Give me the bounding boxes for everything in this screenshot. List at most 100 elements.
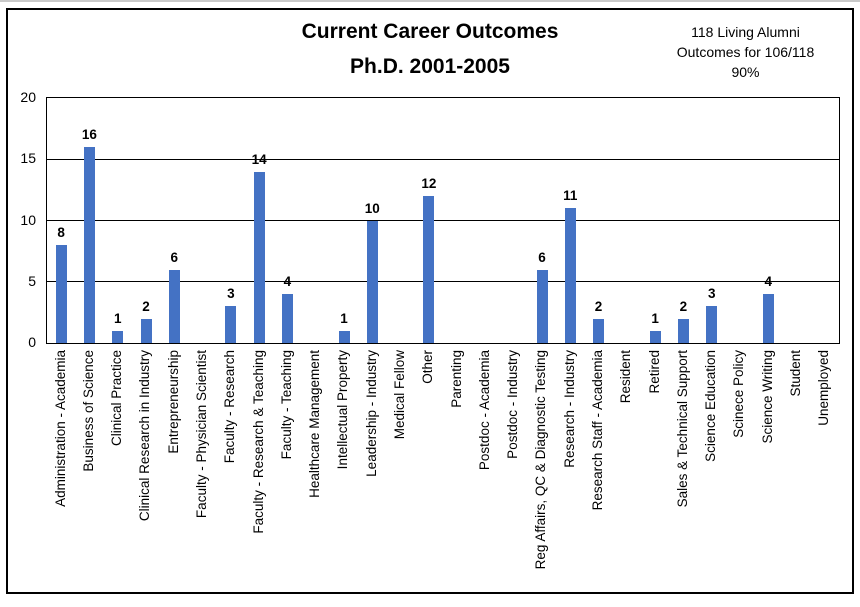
bar-value-label: 1: [113, 310, 122, 326]
x-axis-category-label-text: Scinece Policy: [731, 350, 747, 438]
alumni-annotation: 118 Living Alumni Outcomes for 106/118 9…: [643, 22, 848, 82]
gridline: [47, 158, 839, 160]
bar: [536, 269, 548, 343]
bar: [677, 318, 689, 343]
x-axis-category-label-text: Unemployed: [816, 350, 832, 426]
bar: [706, 306, 718, 343]
x-axis-category-label-text: Faculty - Physician Scientist: [194, 350, 210, 519]
chart-title-line1: Current Career Outcomes: [301, 20, 559, 43]
x-axis-category-label: Faculty - Physician Scientist: [187, 350, 215, 594]
x-axis-category-label-text: Postdoc - Industry: [505, 350, 521, 459]
y-axis-tick-label: 20: [20, 89, 36, 105]
x-axis-category-label-text: Sales & Technical Support: [674, 350, 690, 508]
x-axis-category-label: Clinical Research in Industry: [131, 350, 159, 594]
x-axis-category-label: Research - Industry: [555, 350, 583, 594]
x-axis-category-label-text: Reg Affairs, QC & Diagnostic Testing: [533, 350, 549, 570]
x-axis-category-label: Scinece Policy: [725, 350, 753, 594]
x-axis-category-label: Healthcare Management: [301, 350, 329, 594]
bar: [564, 208, 576, 343]
bar: [593, 318, 605, 343]
x-axis-category-label: Postdoc - Academia: [470, 350, 498, 594]
x-axis-category-label-text: Entrepreneurship: [165, 350, 181, 454]
bar-value-label: 16: [81, 127, 97, 142]
x-axis-category-label: Resident: [612, 350, 640, 594]
x-axis-category-label: Faculty - Research & Teaching: [244, 350, 272, 594]
bar-value-label: 2: [142, 298, 150, 314]
bar-value-label: 3: [227, 286, 235, 302]
annotation-line1: 118 Living Alumni: [691, 24, 800, 40]
x-axis-category-label-text: Resident: [618, 350, 634, 404]
bar-value-label: 1: [340, 310, 348, 326]
chart-border-frame: [6, 8, 854, 594]
x-axis-category-label: Science Education: [697, 350, 725, 594]
y-axis-tick-label: 0: [28, 334, 36, 350]
x-axis-category-label-text: Other: [420, 350, 436, 384]
bar-value-label: 12: [421, 176, 437, 191]
bar: [83, 147, 95, 343]
chart-title: Current Career Outcomes Ph.D. 2001-2005: [0, 14, 860, 84]
bar-value-label: 2: [679, 298, 688, 314]
bar: [366, 220, 378, 343]
bar-value-label: 1: [651, 310, 659, 326]
x-axis-category-label: Faculty - Research: [216, 350, 244, 594]
x-axis-category-label: Science Writing: [753, 350, 781, 594]
bar: [338, 330, 350, 343]
x-axis-category-label: Faculty - Teaching: [272, 350, 300, 594]
x-axis-category-label-text: Faculty - Research & Teaching: [250, 350, 266, 534]
x-axis-category-label: Clinical Practice: [103, 350, 131, 594]
x-axis-category-label: Postdoc - Industry: [499, 350, 527, 594]
gridline: [47, 220, 839, 221]
x-axis-category-label-text: Research Staff - Academia: [590, 350, 606, 511]
bar: [168, 269, 180, 343]
bar-value-label: 4: [764, 274, 773, 289]
bar-value-label: 6: [538, 249, 546, 265]
x-axis-category-label: Medical Fellow: [385, 350, 413, 594]
bar: [762, 294, 774, 343]
chart-title-line2: Ph.D. 2001-2005: [350, 55, 510, 78]
x-axis-category-label-text: Leadership - Industry: [363, 350, 379, 477]
x-axis-category-label: Research Staff - Academia: [583, 350, 611, 594]
bar: [649, 330, 661, 343]
x-axis-category-label: Parenting: [442, 350, 470, 594]
plot-area: 8 16 1 2 6 3 14 4 1 10 12 6 11 2 1 2 3 4: [46, 97, 840, 344]
x-axis-category-label: Business of Science: [74, 350, 102, 594]
x-axis-category-label: Entrepreneurship: [159, 350, 187, 594]
x-axis-category-label: Retired: [640, 350, 668, 594]
bar-value-label: 14: [251, 151, 267, 167]
x-axis-category-label: Leadership - Industry: [357, 350, 385, 594]
x-axis-category-label-text: Research - Industry: [561, 350, 577, 468]
y-axis-tick-label: 15: [20, 150, 36, 167]
x-axis-category-label: Administration - Academia: [46, 350, 74, 594]
x-axis-category-label-text: Administration - Academia: [52, 350, 68, 507]
gridline: [47, 281, 839, 283]
bar: [55, 245, 67, 343]
x-axis-category-label-text: Science Education: [703, 350, 719, 462]
x-axis-category-label-text: Clinical Research in Industry: [137, 350, 153, 522]
annotation-line2: Outcomes for 106/118: [676, 44, 815, 60]
bar-value-label: 10: [364, 200, 380, 216]
x-axis-category-label: Student: [781, 350, 809, 594]
bar-value-label: 3: [707, 286, 716, 302]
x-axis-category-label-text: Business of Science: [80, 350, 96, 472]
x-axis-category-label-text: Science Writing: [759, 350, 775, 444]
y-axis-tick-label: 5: [28, 272, 36, 289]
bar: [253, 171, 265, 343]
x-axis-category-label-text: Parenting: [448, 350, 464, 408]
x-axis-category-label-text: Student: [788, 350, 804, 397]
x-axis-category-label: Other: [414, 350, 442, 594]
x-axis-category-label-text: Faculty - Teaching: [278, 350, 294, 460]
bar-value-label: 11: [563, 188, 578, 204]
x-axis-category-label-text: Healthcare Management: [307, 350, 323, 498]
y-axis-tick-label: 10: [20, 211, 36, 228]
x-axis-category-label: Sales & Technical Support: [668, 350, 696, 594]
x-axis-category-label: Reg Affairs, QC & Diagnostic Testing: [527, 350, 555, 594]
x-axis-labels: Administration - Academia Business of Sci…: [46, 350, 838, 594]
bar: [225, 306, 237, 343]
bar-value-label: 4: [283, 274, 292, 289]
bar: [112, 330, 124, 343]
x-axis-category-label-text: Postdoc - Academia: [476, 350, 492, 471]
annotation-line3: 90%: [731, 64, 760, 80]
bar-value-label: 2: [594, 298, 603, 314]
top-hairline: [0, 0, 860, 2]
